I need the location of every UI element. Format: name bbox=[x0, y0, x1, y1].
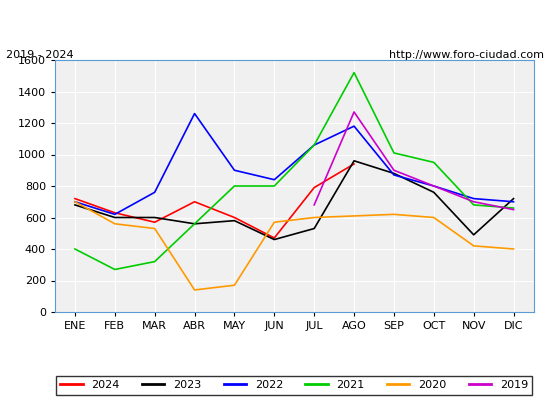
Text: 2019 - 2024: 2019 - 2024 bbox=[6, 50, 73, 60]
Text: http://www.foro-ciudad.com: http://www.foro-ciudad.com bbox=[389, 50, 544, 60]
Text: Evolucion Nº Turistas Nacionales en el municipio de Ateca: Evolucion Nº Turistas Nacionales en el m… bbox=[63, 16, 487, 31]
Legend: 2024, 2023, 2022, 2021, 2020, 2019: 2024, 2023, 2022, 2021, 2020, 2019 bbox=[56, 376, 532, 395]
